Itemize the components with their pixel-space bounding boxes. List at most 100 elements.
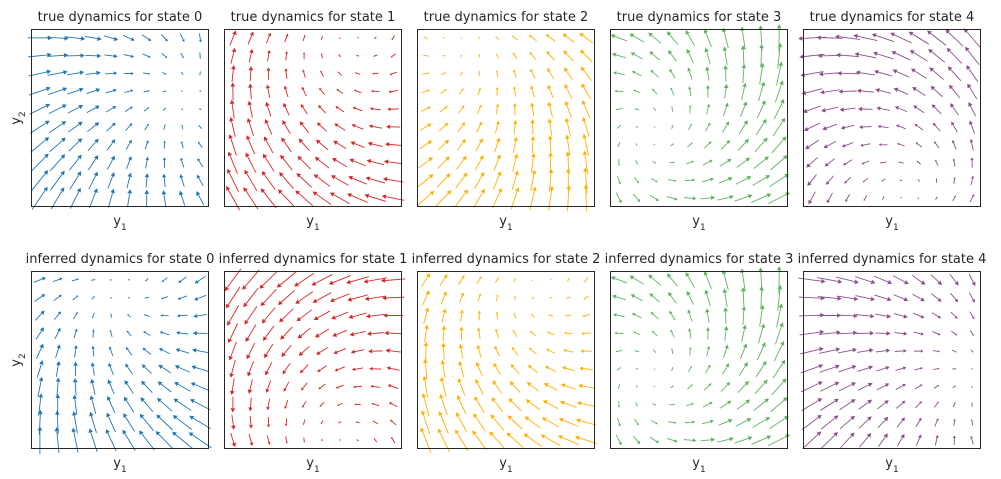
- quiver-arrow: [478, 54, 481, 58]
- quiver-arrow: [177, 295, 188, 300]
- quiver-arrow: [820, 89, 840, 95]
- quiver-arrow: [611, 52, 626, 59]
- quiver-arrow: [144, 173, 150, 188]
- quiver-arrow: [247, 360, 254, 377]
- panel-inferred-state-1: inferred dynamics for state 1 y1: [219, 252, 408, 475]
- quiver-arrow: [475, 138, 483, 152]
- quiver-arrow: [172, 415, 193, 430]
- quiver-arrow: [337, 421, 342, 424]
- quiver-arrow: [758, 267, 764, 293]
- quiver-arrow: [769, 415, 789, 430]
- quiver-arrow: [582, 150, 589, 175]
- quiver-arrow: [914, 367, 924, 371]
- quiver-arrow: [917, 197, 920, 200]
- quiver-arrow: [908, 31, 929, 45]
- quiver-arrow: [736, 399, 751, 410]
- quiver-arrow: [876, 365, 890, 372]
- quiver-arrow: [900, 196, 903, 199]
- quiver-arrow: [478, 37, 481, 39]
- quiver-arrow: [512, 329, 518, 338]
- quiver-arrow: [722, 46, 728, 66]
- quiver-arrow: [264, 343, 274, 359]
- quiver-arrow: [283, 85, 289, 98]
- quiver-arrow: [266, 417, 271, 428]
- quiver-arrow: [822, 123, 838, 131]
- quiver-field: [33, 275, 212, 454]
- quiver-arrow: [262, 325, 275, 341]
- quiver-arrow: [548, 314, 554, 317]
- quiver-arrow: [227, 323, 238, 344]
- quiver-arrow: [968, 101, 977, 117]
- quiver-arrow: [703, 28, 712, 48]
- quiver-arrow: [109, 278, 113, 281]
- quiver-arrow: [303, 437, 306, 443]
- quiver-arrow: [881, 178, 886, 182]
- quiver-arrow: [614, 331, 624, 335]
- quiver-arrow: [474, 171, 485, 189]
- quiver-arrow: [668, 179, 677, 182]
- quiver-arrow: [798, 277, 826, 284]
- quiver-arrow: [92, 329, 95, 338]
- quiver-arrow: [351, 124, 364, 130]
- quiver-arrow: [225, 286, 241, 309]
- quiver-arrow: [441, 72, 447, 76]
- quiver-arrow: [107, 172, 115, 189]
- quiver-arrow: [776, 303, 784, 328]
- quiver-arrow: [383, 313, 404, 318]
- quiver-arrow: [278, 189, 295, 208]
- quiver-arrow: [931, 293, 942, 302]
- quiver-arrow: [700, 437, 716, 443]
- panel-frame: [224, 29, 402, 207]
- quiver-arrow: [67, 104, 84, 114]
- quiver-arrow: [382, 295, 405, 301]
- quiver-arrow: [935, 196, 938, 201]
- quiver-arrow: [634, 108, 640, 111]
- quiver-arrow: [87, 122, 100, 133]
- quiver-arrow: [548, 185, 554, 211]
- quiver-arrow: [801, 414, 822, 431]
- quiver-arrow: [72, 295, 79, 301]
- quiver-arrow: [197, 141, 203, 149]
- panel-title: inferred dynamics for state 3: [605, 252, 794, 267]
- quiver-arrow: [90, 362, 95, 376]
- quiver-arrow: [666, 196, 678, 201]
- quiver-arrow: [563, 349, 574, 353]
- quiver-arrow: [280, 326, 293, 340]
- quiver-arrow: [892, 275, 909, 285]
- quiver-arrow: [583, 167, 588, 194]
- quiver-arrow: [953, 176, 956, 184]
- quiver-arrow: [142, 347, 152, 355]
- quiver-arrow: [820, 415, 839, 430]
- quiver-arrow: [934, 418, 939, 427]
- quiver-arrow: [55, 344, 61, 359]
- quiver-arrow: [741, 63, 747, 84]
- quiver-arrow: [50, 170, 65, 191]
- x-axis-label-subscript: 1: [507, 465, 513, 475]
- quiver-arrow: [387, 107, 399, 112]
- quiver-arrow: [875, 88, 892, 94]
- panel-title: true dynamics for state 1: [231, 10, 396, 25]
- quiver-arrow: [231, 414, 236, 430]
- quiver-arrow: [530, 119, 535, 135]
- quiver-arrow: [50, 187, 65, 210]
- quiver-arrow: [896, 400, 906, 409]
- quiver-arrow: [390, 53, 396, 58]
- quiver-arrow: [227, 151, 238, 174]
- quiver-field: [420, 273, 598, 454]
- quiver-arrow: [123, 53, 135, 58]
- quiver-arrow: [817, 277, 843, 284]
- x-axis-label-subscript: 1: [314, 223, 320, 233]
- quiver-arrow: [876, 106, 890, 111]
- quiver-arrow: [837, 71, 858, 76]
- quiver-arrow: [721, 269, 729, 291]
- quiver-arrow: [670, 385, 675, 389]
- quiver-arrow: [878, 433, 888, 448]
- quiver-arrow: [856, 88, 874, 94]
- quiver-arrow: [388, 402, 398, 408]
- quiver-arrow: [701, 419, 714, 425]
- quiver-arrow: [189, 415, 212, 430]
- quiver-arrow: [544, 365, 557, 373]
- quiver-arrow: [477, 87, 481, 96]
- quiver-arrow: [53, 294, 62, 302]
